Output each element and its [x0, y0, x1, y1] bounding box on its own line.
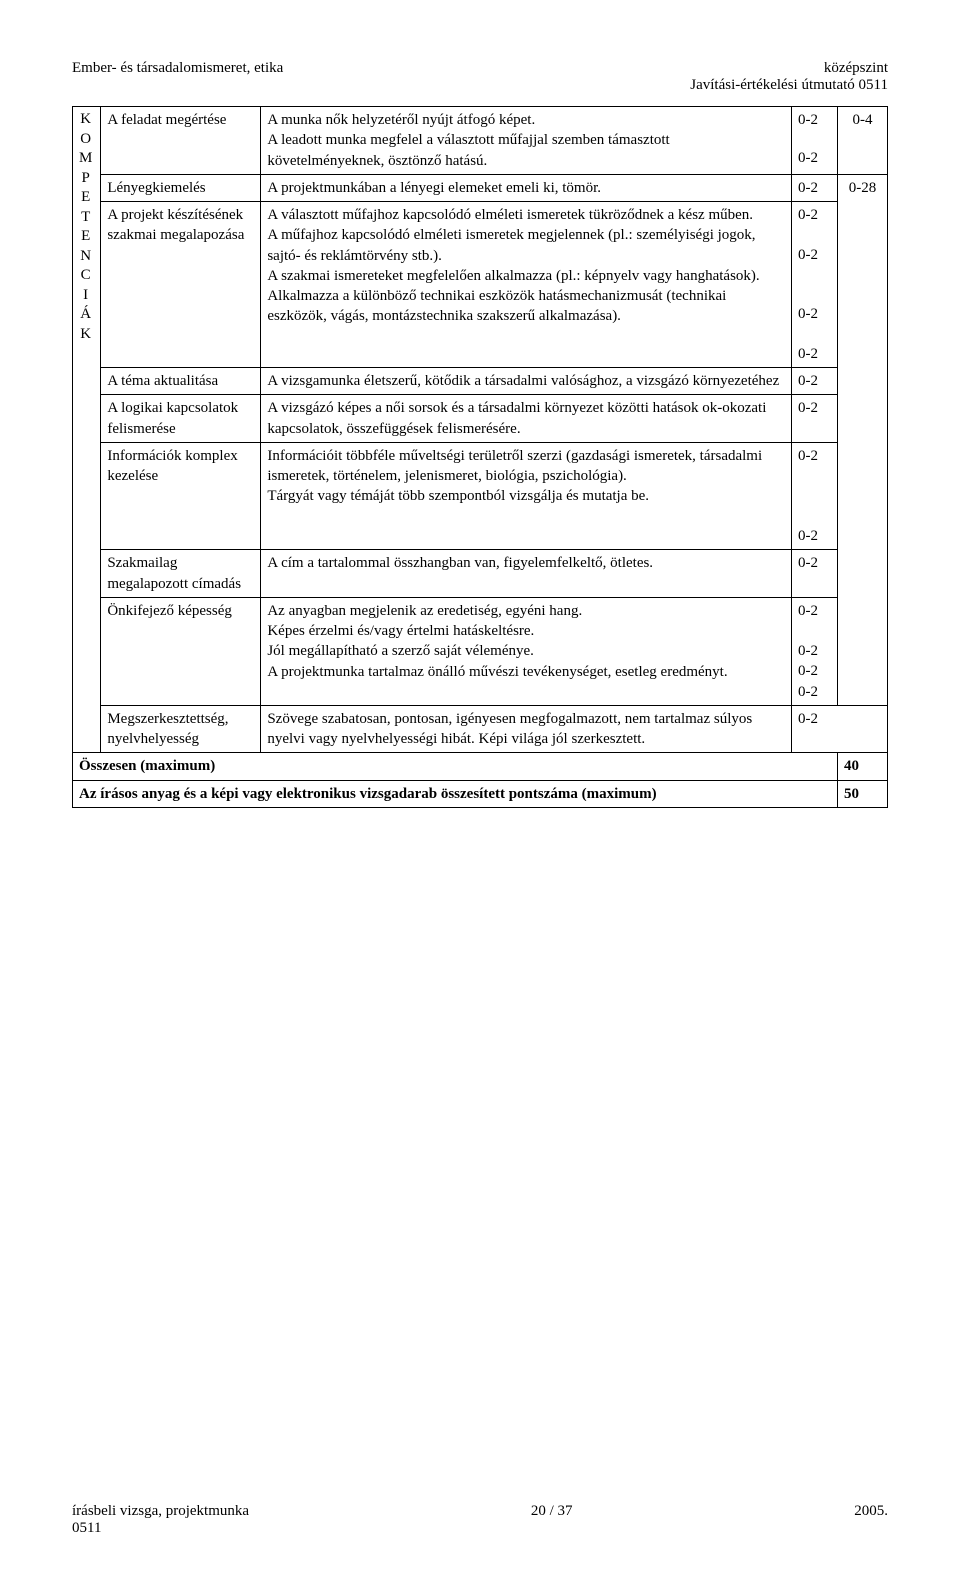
header-right-line1: középszint — [690, 60, 888, 77]
description-cell: Információit többféle műveltségi terület… — [261, 442, 792, 550]
page-footer: írásbeli vizsga, projektmunka 0511 20 / … — [72, 1503, 888, 1537]
score-cell: 0-2 — [792, 550, 838, 598]
score-value: 0-2 — [798, 245, 831, 265]
description-cell: Az anyagban megjelenik az eredetiség, eg… — [261, 597, 792, 705]
total-score-cell: 40 — [838, 753, 888, 780]
group-score-cell: 0-28 — [838, 174, 888, 705]
score-value: 0-2 — [798, 526, 831, 546]
criteria-cell: Információk komplex kezelése — [101, 442, 261, 550]
vertical-label-cell: K O M P E T E N C I Á K — [73, 107, 101, 753]
score-cell: 0-2 0-2 — [792, 442, 838, 550]
grand-total-score-cell: 50 — [838, 780, 888, 807]
score-value: 0-2 — [798, 641, 831, 661]
criteria-cell: A projekt készítésének szakmai megalapoz… — [101, 202, 261, 368]
table-row: A téma aktualitása A vizsgamunka életsze… — [73, 368, 888, 395]
score-value: 0-2 — [798, 205, 831, 225]
total-label-cell: Összesen (maximum) — [73, 753, 838, 780]
score-value: 0-2 — [798, 682, 831, 702]
footer-center: 20 / 37 — [249, 1503, 854, 1537]
score-value: 0-2 — [798, 344, 831, 364]
footer-left-line1: írásbeli vizsga, projektmunka — [72, 1503, 249, 1520]
score-cell: 0-2 0-2 — [792, 107, 838, 175]
score-cell: 0-2 0-2 0-2 0-2 — [792, 597, 838, 705]
score-value: 0-2 — [798, 304, 831, 324]
table-row: K O M P E T E N C I Á K A feladat megért… — [73, 107, 888, 175]
table-row: Önkifejező képesség Az anyagban megjelen… — [73, 597, 888, 705]
description-cell: A választott műfajhoz kapcsolódó elmélet… — [261, 202, 792, 368]
header-left: Ember- és társadalomismeret, etika — [72, 60, 283, 94]
header-right-line2: Javítási-értékelési útmutató 0511 — [690, 77, 888, 94]
score-value: 0-2 — [798, 661, 831, 681]
score-cell: 0-2 — [792, 705, 888, 753]
criteria-cell: A logikai kapcsolatok felismerése — [101, 395, 261, 443]
criteria-cell: A téma aktualitása — [101, 368, 261, 395]
evaluation-table: K O M P E T E N C I Á K A feladat megért… — [72, 106, 888, 808]
description-cell: A projektmunkában a lényegi elemeket eme… — [261, 174, 792, 201]
footer-right: 2005. — [854, 1503, 888, 1537]
description-cell: A munka nők helyzetéről nyújt átfogó kép… — [261, 107, 792, 175]
criteria-cell: Megszerkesztettség, nyelvhelyesség — [101, 705, 261, 753]
table-row: Megszerkesztettség, nyelvhelyesség Szöve… — [73, 705, 888, 753]
description-cell: A vizsgamunka életszerű, kötődik a társa… — [261, 368, 792, 395]
criteria-cell: Önkifejező képesség — [101, 597, 261, 705]
group-score-cell: 0-4 — [838, 107, 888, 175]
score-value: 0-2 — [798, 110, 831, 130]
score-value: 0-2 — [798, 601, 831, 621]
score-value: 0-2 — [798, 148, 831, 168]
footer-left: írásbeli vizsga, projektmunka 0511 — [72, 1503, 249, 1537]
header-right: középszint Javítási-értékelési útmutató … — [690, 60, 888, 94]
score-cell: 0-2 — [792, 368, 838, 395]
criteria-cell: A feladat megértése — [101, 107, 261, 175]
table-row: Összesen (maximum) 40 — [73, 753, 888, 780]
score-cell: 0-2 — [792, 395, 838, 443]
criteria-cell: Szakmailag megalapozott címadás — [101, 550, 261, 598]
table-row: Lényegkiemelés A projektmunkában a lénye… — [73, 174, 888, 201]
grand-total-label-cell: Az írásos anyag és a képi vagy elektroni… — [73, 780, 838, 807]
score-value: 0-2 — [798, 446, 831, 466]
description-cell: A cím a tartalommal összhangban van, fig… — [261, 550, 792, 598]
description-cell: Szövege szabatosan, pontosan, igényesen … — [261, 705, 792, 753]
score-cell: 0-2 0-2 0-2 0-2 — [792, 202, 838, 368]
footer-left-line2: 0511 — [72, 1520, 249, 1537]
score-cell: 0-2 — [792, 174, 838, 201]
table-row: Az írásos anyag és a képi vagy elektroni… — [73, 780, 888, 807]
criteria-cell: Lényegkiemelés — [101, 174, 261, 201]
table-row: A logikai kapcsolatok felismerése A vizs… — [73, 395, 888, 443]
description-cell: A vizsgázó képes a női sorsok és a társa… — [261, 395, 792, 443]
page-header: Ember- és társadalomismeret, etika közép… — [72, 60, 888, 94]
table-row: Szakmailag megalapozott címadás A cím a … — [73, 550, 888, 598]
table-row: Információk komplex kezelése Információi… — [73, 442, 888, 550]
vertical-label: K O M P E T E N C I Á K — [79, 110, 94, 344]
table-row: A projekt készítésének szakmai megalapoz… — [73, 202, 888, 368]
